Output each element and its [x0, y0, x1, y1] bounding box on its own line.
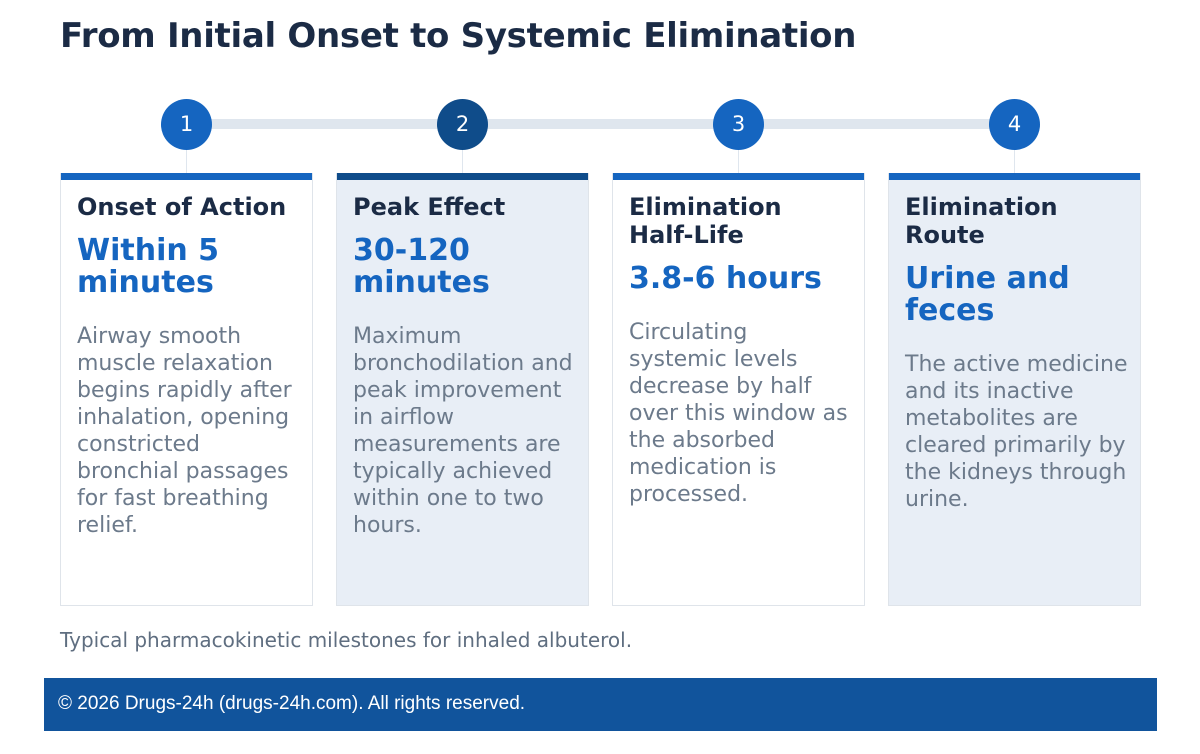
copyright-text: © 2026 Drugs-24h (drugs-24h.com). All ri… — [58, 693, 526, 714]
card-description: Airway smooth muscle relaxation begins r… — [77, 324, 292, 538]
footer-bar: © 2026 Drugs-24h (drugs-24h.com). All ri… — [44, 678, 1157, 731]
card-value: Within 5 minutes — [77, 233, 220, 300]
page-title: From Initial Onset to Systemic Eliminati… — [60, 16, 857, 56]
step-marker-3: 3 — [713, 99, 764, 150]
timeline-track — [186, 119, 1014, 129]
step-connector-4 — [1014, 148, 1015, 174]
card-heading: Elimination Route — [905, 193, 1058, 249]
step-marker-4: 4 — [989, 99, 1040, 150]
card-description: Maximum bronchodilation and peak improve… — [353, 324, 573, 538]
card-value: 30-120 minutes — [353, 233, 490, 300]
card-heading: Onset of Action — [77, 193, 287, 221]
card-heading: Peak Effect — [353, 193, 506, 221]
step-connector-3 — [738, 148, 739, 174]
card-description: The active medicine and its inactive met… — [905, 352, 1128, 512]
card-heading: Elimination Half-Life — [629, 193, 782, 249]
card-value: Urine and feces — [905, 261, 1070, 328]
card-value: 3.8-6 hours — [629, 261, 822, 296]
step-connector-2 — [462, 148, 463, 174]
step-marker-2: 2 — [437, 99, 488, 150]
step-connector-1 — [186, 148, 187, 174]
milestone-card-route: Elimination Route Urine and feces The ac… — [888, 173, 1141, 606]
milestone-card-peak: Peak Effect 30-120 minutes Maximum bronc… — [336, 173, 589, 606]
step-marker-1: 1 — [161, 99, 212, 150]
figure-caption: Typical pharmacokinetic milestones for i… — [60, 628, 633, 652]
card-accent-bar — [337, 173, 588, 180]
card-accent-bar — [613, 173, 864, 180]
card-accent-bar — [61, 173, 312, 180]
card-accent-bar — [889, 173, 1140, 180]
milestone-card-onset: Onset of Action Within 5 minutes Airway … — [60, 173, 313, 606]
card-description: Circulating systemic levels decrease by … — [629, 320, 848, 507]
milestone-card-half-life: Elimination Half-Life 3.8-6 hours Circul… — [612, 173, 865, 606]
